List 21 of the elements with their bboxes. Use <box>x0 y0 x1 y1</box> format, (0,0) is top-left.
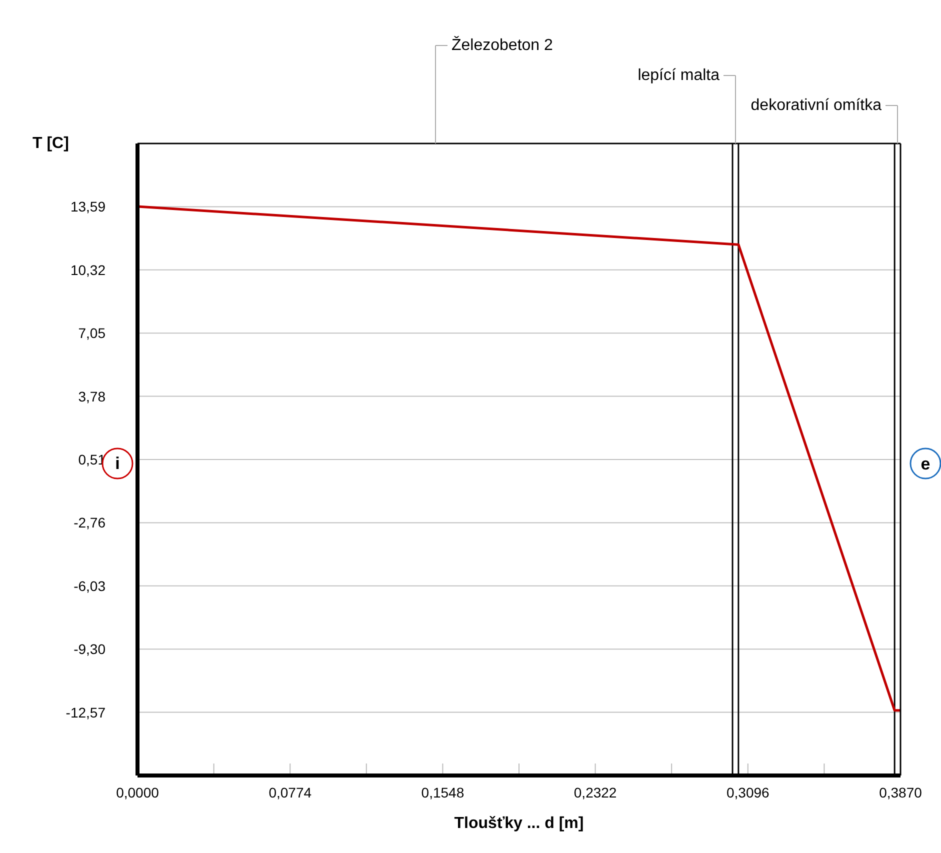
y-tick-label: -6,03 <box>74 578 106 594</box>
text: Železobeton 2 <box>452 36 554 54</box>
x-tick-label: 0,2322 <box>574 784 617 800</box>
text: i <box>115 454 120 473</box>
x-tick-label: 0,0000 <box>116 784 160 800</box>
y-tick-label: 13,59 <box>70 198 106 215</box>
text: lepící malta <box>638 67 720 84</box>
text: e <box>920 454 930 474</box>
text: dekorativní omítka <box>750 97 882 114</box>
x-tick-label: 0,3870 <box>879 784 922 800</box>
y-axis-title: T [C] <box>32 135 69 152</box>
y-tick-label: -2,76 <box>74 514 106 531</box>
x-tick-label: 0,3096 <box>726 784 770 800</box>
x-axis-title: Tloušťky ... d [m] <box>454 815 584 832</box>
y-tick-label: 7,05 <box>78 325 106 342</box>
x-tick-label: 0,0774 <box>268 784 312 800</box>
y-tick-label: -9,30 <box>74 641 106 658</box>
y-tick-label: -12,57 <box>66 704 106 720</box>
y-tick-label: 10,32 <box>70 262 106 278</box>
y-tick-label: 3,78 <box>78 388 106 404</box>
x-tick-label: 0,1548 <box>421 784 464 800</box>
